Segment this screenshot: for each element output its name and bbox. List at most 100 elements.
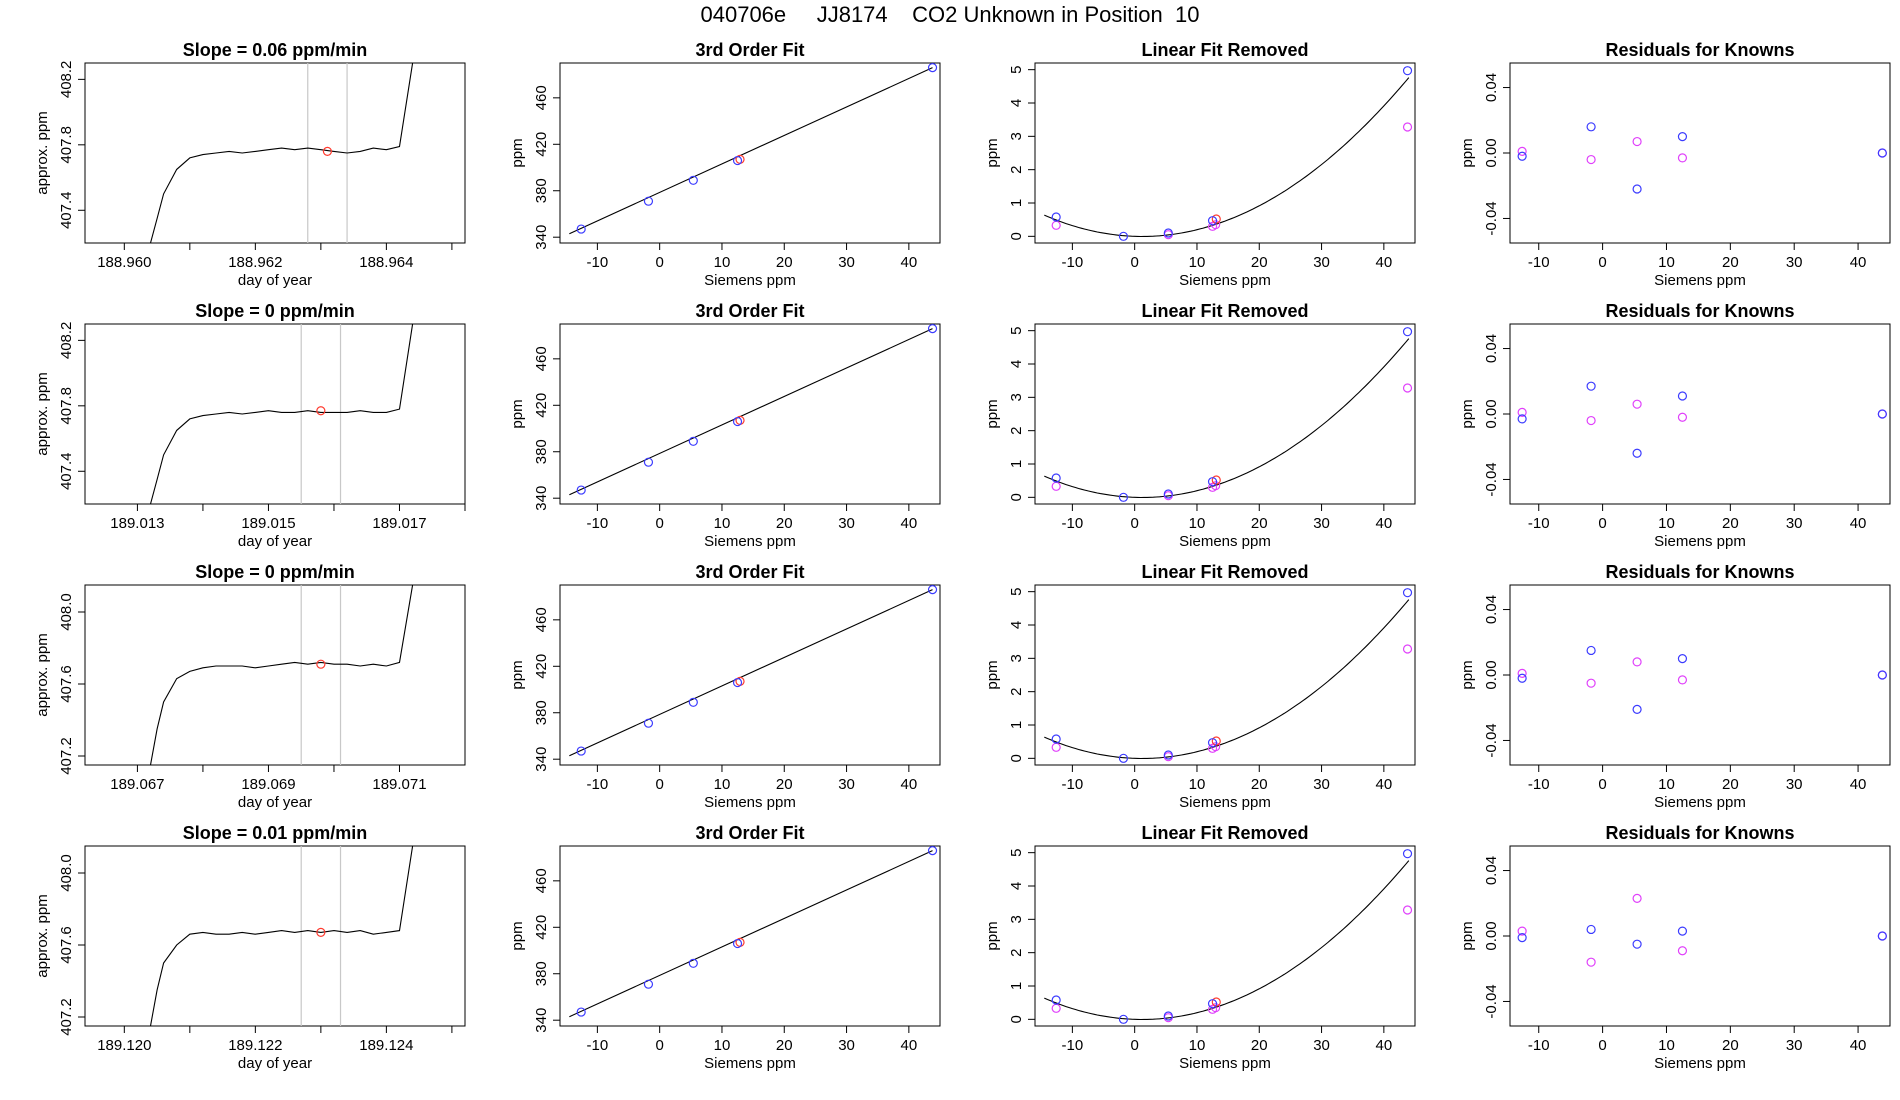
known-point (1677, 132, 1688, 142)
x-tick-label: -10 (1062, 254, 1084, 271)
known-point (643, 457, 654, 467)
x-tick-label: -10 (1528, 1037, 1550, 1054)
y-tick-label: 407.6 (58, 926, 75, 964)
chart-panel: Slope = 0.06 ppm/min 188.960 188.962 188.96… (10, 38, 475, 303)
y-tick-label: 0.04 (1483, 73, 1500, 102)
residual-point (1677, 412, 1688, 422)
plot-frame (559, 845, 941, 1027)
chart-svg: 3rd Order Fit -10 0 10 20 30 40 340 380 420 460 Sie… (509, 301, 941, 550)
x-tick-label: 0 (1131, 776, 1139, 793)
chart-title: Slope = 0 ppm/min (195, 562, 355, 582)
known-point (1677, 654, 1688, 664)
x-tick-label: 10 (1189, 776, 1206, 793)
x-tick-label: 30 (1313, 1037, 1330, 1054)
plot-frame (559, 323, 941, 505)
x-tick-label: 189.071 (372, 776, 426, 793)
chart-panel: 3rd Order Fit -10 0 10 20 30 40 340 380 420 460 Sie… (485, 821, 950, 1086)
data-series-line (149, 846, 414, 1026)
y-tick-label: 4 (1008, 99, 1025, 107)
known-point (1118, 231, 1129, 241)
y-tick-label: 420 (533, 654, 550, 679)
plot-area (569, 324, 938, 496)
chart-svg: 3rd Order Fit -10 0 10 20 30 40 340 380 420 460 Sie… (509, 40, 941, 289)
x-tick-label: 10 (714, 1037, 731, 1054)
known-point (688, 958, 698, 968)
known-point (732, 416, 743, 427)
y-tick-label: 460 (533, 346, 550, 371)
y-tick-label: 3 (1008, 915, 1025, 923)
x-tick-label: 20 (1251, 254, 1268, 271)
x-tick-label: -10 (1528, 515, 1550, 532)
known-point (1877, 148, 1887, 158)
chart-svg: Residuals for Knowns -10 0 10 20 30 40 -0.04 0.0… (1459, 562, 1891, 811)
y-axis-label: ppm (1459, 138, 1476, 167)
x-tick-label: 30 (1313, 515, 1330, 532)
chart-svg: 3rd Order Fit -10 0 10 20 30 40 340 380 420 460 Sie… (509, 562, 941, 811)
residual-point (1402, 383, 1413, 393)
x-tick-label: 40 (1376, 1037, 1393, 1054)
plot-area (149, 585, 414, 765)
known-point (643, 196, 654, 206)
y-tick-label: 3 (1008, 393, 1025, 401)
known-point (1207, 738, 1218, 748)
chart-title: Slope = 0.06 ppm/min (183, 40, 368, 60)
y-tick-label: 420 (533, 393, 550, 418)
y-axis-label: ppm (509, 660, 526, 689)
x-tick-label: 0 (1131, 515, 1139, 532)
fit-curve (1044, 338, 1410, 499)
x-tick-label: -10 (1062, 776, 1084, 793)
fit-line (569, 67, 933, 235)
known-point (1877, 931, 1887, 941)
plot-frame (1509, 845, 1891, 1027)
x-axis-label: Siemens ppm (1179, 794, 1271, 811)
known-point (1877, 409, 1887, 419)
known-point (1163, 750, 1173, 760)
chart-title: Residuals for Knowns (1605, 562, 1794, 582)
fit-curve (1044, 77, 1410, 238)
figure-title: 040706e JJ8174 CO2 Unknown in Position 1… (700, 2, 1200, 27)
x-tick-label: -10 (1062, 1037, 1084, 1054)
residual-point (1051, 220, 1061, 230)
residual-point (1586, 957, 1596, 967)
x-tick-label: 10 (1189, 254, 1206, 271)
x-axis-label: Siemens ppm (1654, 794, 1746, 811)
y-tick-label: 407.6 (58, 665, 75, 703)
y-tick-label: 0 (1008, 1015, 1025, 1023)
y-tick-label: -0.04 (1483, 723, 1500, 757)
x-tick-label: 40 (1850, 515, 1867, 532)
x-tick-label: 20 (776, 776, 793, 793)
known-point (1586, 381, 1596, 391)
y-tick-label: 340 (533, 486, 550, 511)
residual-point (1517, 146, 1527, 156)
residual-point (1402, 122, 1413, 132)
plot-frame (1034, 323, 1416, 505)
residual-point (1517, 668, 1527, 678)
plot-area (1517, 122, 1887, 194)
x-tick-label: 10 (714, 776, 731, 793)
y-axis-label: approx. ppm (34, 894, 51, 977)
x-tick-label: 20 (1251, 515, 1268, 532)
x-tick-label: 10 (1658, 1037, 1675, 1054)
chart-panel: Residuals for Knowns -10 0 10 20 30 40 -0.04 0.0… (1435, 38, 1900, 303)
y-tick-label: 407.8 (58, 387, 75, 425)
chart-panel: Linear Fit Removed -10 0 10 20 30 40 0 1 2 3 4 5 Siem… (960, 38, 1425, 303)
residual-point (1586, 678, 1596, 688)
chart-svg: Linear Fit Removed -10 0 10 20 30 40 0 1 2 3 4 5 Siem… (984, 823, 1416, 1072)
x-tick-label: 189.015 (241, 515, 295, 532)
x-tick-label: 189.122 (228, 1037, 282, 1054)
y-tick-label: 0.00 (1483, 921, 1500, 950)
fit-curve (1044, 599, 1410, 760)
x-tick-label: 40 (1850, 776, 1867, 793)
y-tick-label: 0.04 (1483, 595, 1500, 624)
x-tick-label: 0 (656, 1037, 664, 1054)
x-tick-label: 20 (1251, 776, 1268, 793)
residual-point (1402, 644, 1413, 654)
known-point (1677, 926, 1688, 936)
chart-svg: Linear Fit Removed -10 0 10 20 30 40 0 1 2 3 4 5 Siem… (984, 40, 1416, 289)
chart-panel: Residuals for Knowns -10 0 10 20 30 40 -0.04 0.0… (1435, 560, 1900, 825)
x-tick-label: 30 (1786, 254, 1803, 271)
x-tick-label: 40 (901, 776, 918, 793)
chart-title: 3rd Order Fit (695, 40, 804, 60)
chart-panel: 3rd Order Fit -10 0 10 20 30 40 340 380 420 460 Sie… (485, 38, 950, 303)
x-tick-label: 40 (901, 1037, 918, 1054)
